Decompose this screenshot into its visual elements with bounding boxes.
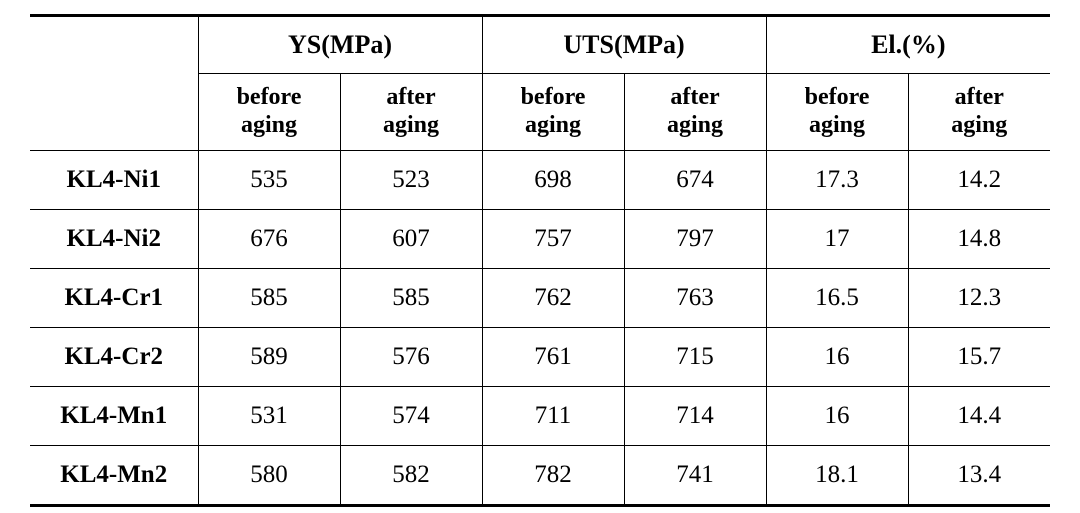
cell: 580 xyxy=(198,446,340,506)
row-label: KL4-Mn1 xyxy=(30,387,198,446)
cell: 757 xyxy=(482,210,624,269)
header-stub xyxy=(30,16,198,151)
table-row: KL4-Cr1 585 585 762 763 16.5 12.3 xyxy=(30,269,1050,328)
cell: 676 xyxy=(198,210,340,269)
cell: 711 xyxy=(482,387,624,446)
header-el-after: afteraging xyxy=(908,74,1050,151)
cell: 15.7 xyxy=(908,328,1050,387)
cell: 17.3 xyxy=(766,151,908,210)
cell: 763 xyxy=(624,269,766,328)
header-uts-before: beforeaging xyxy=(482,74,624,151)
cell: 585 xyxy=(340,269,482,328)
cell: 582 xyxy=(340,446,482,506)
table-row: KL4-Ni2 676 607 757 797 17 14.8 xyxy=(30,210,1050,269)
cell: 535 xyxy=(198,151,340,210)
header-ys-after: afteraging xyxy=(340,74,482,151)
cell: 607 xyxy=(340,210,482,269)
cell: 698 xyxy=(482,151,624,210)
cell: 523 xyxy=(340,151,482,210)
cell: 13.4 xyxy=(908,446,1050,506)
cell: 585 xyxy=(198,269,340,328)
header-ys-before: beforeaging xyxy=(198,74,340,151)
row-label: KL4-Cr2 xyxy=(30,328,198,387)
cell: 761 xyxy=(482,328,624,387)
header-group-uts: UTS(MPa) xyxy=(482,16,766,74)
row-label: KL4-Ni2 xyxy=(30,210,198,269)
cell: 16 xyxy=(766,328,908,387)
cell: 762 xyxy=(482,269,624,328)
cell: 574 xyxy=(340,387,482,446)
cell: 589 xyxy=(198,328,340,387)
table-row: KL4-Ni1 535 523 698 674 17.3 14.2 xyxy=(30,151,1050,210)
cell: 782 xyxy=(482,446,624,506)
row-label: KL4-Cr1 xyxy=(30,269,198,328)
cell: 17 xyxy=(766,210,908,269)
row-label: KL4-Ni1 xyxy=(30,151,198,210)
cell: 531 xyxy=(198,387,340,446)
cell: 14.8 xyxy=(908,210,1050,269)
header-group-ys: YS(MPa) xyxy=(198,16,482,74)
cell: 12.3 xyxy=(908,269,1050,328)
properties-table: YS(MPa) UTS(MPa) El.(%) beforeaging afte… xyxy=(30,14,1050,507)
table-row: KL4-Mn1 531 574 711 714 16 14.4 xyxy=(30,387,1050,446)
header-el-before: beforeaging xyxy=(766,74,908,151)
table-row: KL4-Cr2 589 576 761 715 16 15.7 xyxy=(30,328,1050,387)
cell: 18.1 xyxy=(766,446,908,506)
header-group-row: YS(MPa) UTS(MPa) El.(%) xyxy=(30,16,1050,74)
row-label: KL4-Mn2 xyxy=(30,446,198,506)
cell: 714 xyxy=(624,387,766,446)
cell: 715 xyxy=(624,328,766,387)
table-row: KL4-Mn2 580 582 782 741 18.1 13.4 xyxy=(30,446,1050,506)
header-uts-after: afteraging xyxy=(624,74,766,151)
cell: 797 xyxy=(624,210,766,269)
cell: 14.4 xyxy=(908,387,1050,446)
cell: 741 xyxy=(624,446,766,506)
cell: 16.5 xyxy=(766,269,908,328)
table-body: KL4-Ni1 535 523 698 674 17.3 14.2 KL4-Ni… xyxy=(30,151,1050,506)
cell: 674 xyxy=(624,151,766,210)
cell: 576 xyxy=(340,328,482,387)
cell: 16 xyxy=(766,387,908,446)
cell: 14.2 xyxy=(908,151,1050,210)
header-group-el: El.(%) xyxy=(766,16,1050,74)
